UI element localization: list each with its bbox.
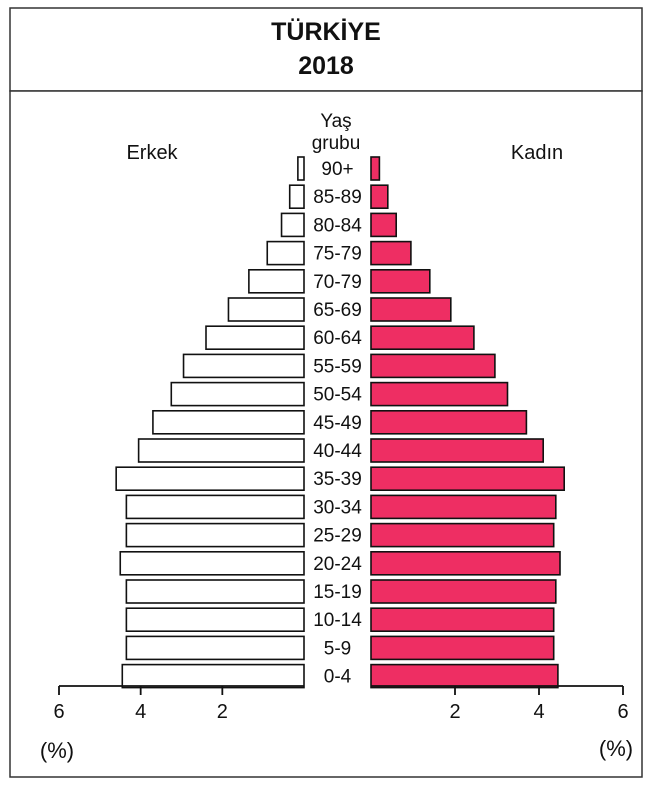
female-bar-30-34	[370, 494, 557, 520]
male-bar-10-14	[125, 607, 305, 633]
age-label-40-44: 40-44	[313, 441, 362, 462]
age-label-35-39: 35-39	[313, 469, 362, 490]
male-bar-20-24	[119, 550, 305, 576]
female-bar-10-14	[370, 607, 555, 633]
male-bar-30-34	[125, 494, 305, 520]
male-bar-50-54	[170, 381, 305, 407]
age-label-70-79: 70-79	[313, 272, 362, 293]
male-bar-65-69	[227, 297, 305, 322]
female-bar-70-79	[370, 268, 431, 294]
age-label-10-14: 10-14	[313, 610, 362, 631]
female-bar-55-59	[370, 353, 496, 379]
age-label-75-79: 75-79	[313, 244, 362, 265]
female-bar-15-19	[370, 579, 557, 604]
female-bar-75-79	[370, 240, 412, 266]
female-bar-5-9	[370, 635, 555, 661]
age-label-50-54: 50-54	[313, 385, 362, 406]
female-bar-0-4	[370, 663, 559, 689]
male-bar-60-64	[205, 325, 305, 351]
female-bar-60-64	[370, 325, 475, 351]
male-bar-40-44	[137, 438, 305, 463]
female-bar-50-54	[370, 381, 509, 407]
female-bar-90+	[370, 156, 381, 181]
male-bar-85-89	[288, 184, 305, 209]
age-label-25-29: 25-29	[313, 526, 362, 547]
female-bar-40-44	[370, 438, 544, 463]
age-label-15-19: 15-19	[313, 582, 362, 603]
chart-subtitle: 2018	[298, 52, 354, 80]
title-panel	[9, 7, 643, 92]
x-tick-label: 2	[449, 701, 460, 723]
male-bar-55-59	[182, 353, 305, 379]
x-tick-label: 6	[617, 701, 628, 723]
male-bar-0-4	[121, 663, 305, 689]
female-bar-85-89	[370, 184, 389, 209]
right-unit-label: (%)	[599, 736, 633, 761]
age-label-65-69: 65-69	[313, 300, 362, 321]
male-bar-70-79	[248, 268, 305, 294]
female-bar-65-69	[370, 297, 452, 322]
female-bar-35-39	[370, 466, 565, 492]
age-label-90+: 90+	[321, 159, 353, 180]
age-label-0-4: 0-4	[324, 667, 352, 688]
age-label-80-84: 80-84	[313, 215, 362, 236]
age-label-85-89: 85-89	[313, 187, 362, 208]
male-bar-25-29	[125, 522, 305, 548]
female-bar-45-49	[370, 409, 528, 435]
male-side-label: Erkek	[126, 142, 178, 164]
male-bar-45-49	[152, 409, 305, 435]
x-tick-label: 4	[135, 701, 146, 723]
female-bar-80-84	[370, 212, 398, 238]
age-label-60-64: 60-64	[313, 328, 362, 349]
female-side-label: Kadın	[511, 142, 563, 164]
female-bar-25-29	[370, 522, 555, 548]
x-tick-label: 2	[217, 701, 228, 723]
male-bar-35-39	[115, 466, 305, 492]
x-tick-label: 4	[533, 701, 544, 723]
chart-title: TÜRKİYE	[271, 17, 381, 46]
age-label-55-59: 55-59	[313, 356, 362, 377]
plot-panel	[9, 90, 643, 778]
age-group-header-line2: grubu	[312, 133, 361, 154]
female-bar-20-24	[370, 550, 561, 576]
age-label-20-24: 20-24	[313, 554, 362, 575]
left-unit-label: (%)	[40, 738, 74, 763]
age-label-30-34: 30-34	[313, 497, 362, 518]
age-label-45-49: 45-49	[313, 413, 362, 434]
male-bar-75-79	[266, 240, 305, 266]
male-bar-80-84	[280, 212, 305, 238]
male-bar-90+	[297, 156, 305, 181]
age-label-5-9: 5-9	[324, 638, 351, 659]
male-bar-5-9	[125, 635, 305, 661]
age-group-header-line1: Yaş	[320, 111, 351, 132]
male-bar-15-19	[125, 579, 305, 604]
x-tick-label: 6	[53, 701, 64, 723]
